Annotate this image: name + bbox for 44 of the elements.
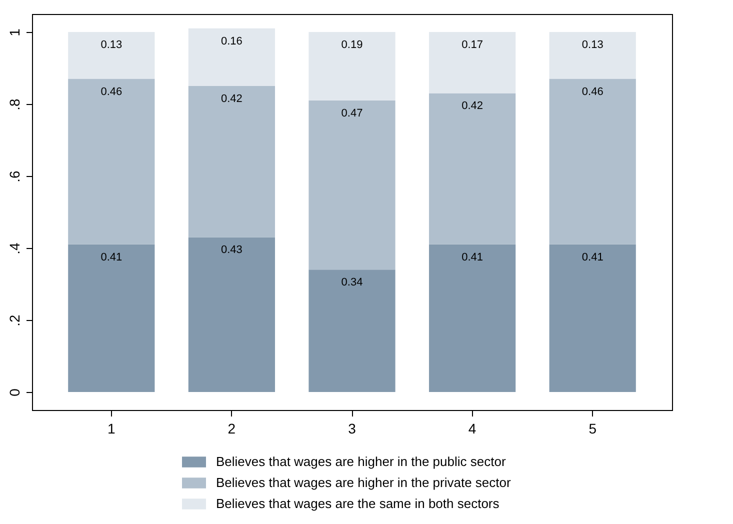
data-label: 0.42 bbox=[220, 93, 242, 105]
data-label: 0.46 bbox=[582, 86, 604, 98]
bar bbox=[68, 78, 155, 244]
bar bbox=[428, 93, 516, 244]
data-label: 0.41 bbox=[100, 251, 122, 264]
data-label: 0.41 bbox=[582, 251, 604, 264]
data-label: 0.16 bbox=[220, 35, 242, 48]
bar bbox=[308, 270, 396, 392]
x-tick-label: 5 bbox=[588, 420, 597, 436]
x-tick-label: 4 bbox=[468, 420, 476, 436]
bar bbox=[308, 32, 396, 100]
bar bbox=[428, 244, 516, 392]
data-label: 0.42 bbox=[462, 100, 484, 112]
data-label: 0.47 bbox=[341, 107, 363, 120]
y-tick-label: .2 bbox=[6, 314, 22, 326]
x-tick-label: 3 bbox=[348, 420, 356, 436]
data-label: 0.46 bbox=[100, 86, 122, 98]
legend-label: Believes that wages are the same in both sectors bbox=[216, 496, 500, 511]
bar bbox=[188, 86, 276, 238]
data-label: 0.43 bbox=[220, 244, 242, 256]
y-tick-label: .8 bbox=[6, 98, 22, 110]
bar bbox=[549, 78, 636, 244]
y-tick-label: .4 bbox=[6, 242, 22, 254]
y-tick-label: 0 bbox=[6, 388, 22, 396]
bar bbox=[549, 32, 636, 79]
data-label: 0.19 bbox=[341, 39, 363, 51]
x-tick-label: 1 bbox=[108, 420, 116, 436]
bar bbox=[68, 32, 155, 79]
legend-label: Believes that wages are higher in the private sector bbox=[216, 475, 512, 490]
x-tick-label: 2 bbox=[228, 420, 236, 436]
bar bbox=[68, 244, 155, 392]
y-tick-label: .6 bbox=[6, 170, 22, 182]
y-tick-label: 1 bbox=[6, 28, 22, 36]
data-label: 0.41 bbox=[462, 251, 484, 264]
data-label: 0.13 bbox=[582, 39, 604, 51]
data-label: 0.17 bbox=[462, 39, 484, 51]
bar bbox=[188, 28, 276, 86]
bar bbox=[428, 32, 516, 94]
legend-label: Believes that wages are higher in the public sector bbox=[216, 454, 506, 469]
data-label: 0.34 bbox=[341, 276, 363, 289]
bar bbox=[549, 244, 636, 392]
bar bbox=[188, 237, 276, 392]
bar bbox=[308, 100, 396, 270]
data-label: 0.13 bbox=[100, 39, 122, 51]
